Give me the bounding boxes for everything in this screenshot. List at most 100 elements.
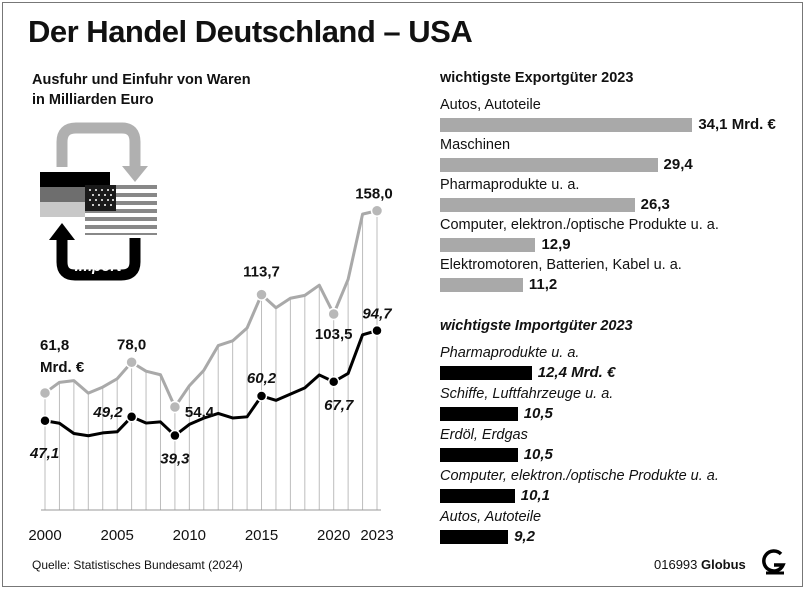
data-label-import-2015: 60,2 xyxy=(247,370,277,387)
export-bar-item: Maschinen 29,4 xyxy=(440,130,790,173)
import-arrow-label: Import xyxy=(75,258,123,275)
import-bar-label: Schiffe, Luftfahrzeuge u. a. xyxy=(440,386,614,402)
page-title: Der Handel Deutschland – USA xyxy=(28,14,473,49)
export-bar-label: Autos, Autoteile xyxy=(440,97,541,113)
import-bar xyxy=(440,366,532,380)
marker-import-2020 xyxy=(327,376,340,388)
export-bar xyxy=(440,198,635,212)
export-bar xyxy=(440,118,693,132)
data-label-import-2009: 39,3 xyxy=(160,451,190,468)
import-bar-value: 10,1 xyxy=(520,487,550,504)
data-label-export-2006: 78,0 xyxy=(117,336,146,353)
export-bar-row: 11,2 xyxy=(440,276,558,293)
subtitle-line-1: Ausfuhr und Einfuhr von Waren xyxy=(32,72,251,88)
marker-export-2009 xyxy=(168,400,182,414)
marker-import-2009 xyxy=(169,429,181,442)
import-bar-value: 12,4 Mrd. € xyxy=(537,364,616,381)
import-bar-item: Schiffe, Luftfahrzeuge u. a. 10,5 xyxy=(440,379,790,422)
marker-import-2006 xyxy=(125,411,138,423)
credit-id: 016993 xyxy=(654,557,698,572)
import-bar-label: Autos, Autoteile xyxy=(440,509,542,525)
import-bar-value: 10,5 xyxy=(523,446,553,463)
arrow-import-head xyxy=(49,223,75,240)
import-bar xyxy=(440,407,518,421)
data-label-import-2006: 49,2 xyxy=(92,404,123,421)
export-bar-value: 26,3 xyxy=(640,196,670,213)
import-bar-label: Pharmaprodukte u. a. xyxy=(440,345,580,361)
credit-brand: Globus xyxy=(701,557,746,572)
arrow-import-icon xyxy=(56,236,141,281)
import-bar-row: 9,2 xyxy=(440,528,535,545)
export-bar-row: 34,1 Mrd. € xyxy=(440,116,776,133)
export-bar-value: 12,9 xyxy=(541,236,571,253)
export-bar-row: 29,4 xyxy=(440,156,693,173)
import-goods-title: wichtigste Importgüter 2023 xyxy=(440,318,633,334)
subtitle-line-2: in Milliarden Euro xyxy=(32,92,154,108)
export-bar-item: Pharmaprodukte u. a. 26,3 xyxy=(440,170,790,213)
export-bar-item: Computer, elektron./optische Produkte u.… xyxy=(440,210,790,253)
export-bar-label: Pharmaprodukte u. a. xyxy=(440,177,580,193)
import-goods-panel: wichtigste Importgüter 2023 Pharmaproduk… xyxy=(440,318,790,545)
marker-export-2020 xyxy=(327,307,340,321)
export-bar-value: 29,4 xyxy=(663,156,693,173)
import-bar-item: Erdöl, Erdgas 10,5 xyxy=(440,420,790,463)
import-bar-item: Pharmaprodukte u. a. 12,4 Mrd. € xyxy=(440,338,790,381)
export-bar-label: Maschinen xyxy=(440,137,511,153)
import-bar-row: 10,5 xyxy=(440,405,553,422)
export-arrow-label: Export xyxy=(74,131,122,148)
export-goods-panel: wichtigste Exportgüter 2023 Autos, Autot… xyxy=(440,70,790,293)
import-bar-label: Erdöl, Erdgas xyxy=(440,427,528,443)
credit-line: 016993 Globus xyxy=(654,557,746,572)
import-bar xyxy=(440,489,515,503)
export-bar-row: 26,3 xyxy=(440,196,670,213)
import-bar xyxy=(440,530,509,544)
data-label-export-2015: 113,7 xyxy=(243,264,280,281)
data-label-export-2020: 103,5 xyxy=(315,326,353,343)
import-bar-row: 12,4 Mrd. € xyxy=(440,364,616,381)
import-bar-row: 10,1 xyxy=(440,487,550,504)
marker-import-2000 xyxy=(39,415,51,427)
x-tick-2005: 2005 xyxy=(100,527,133,544)
x-tick-2000: 2000 xyxy=(28,527,61,544)
import-bar-item: Computer, elektron./optische Produkte u.… xyxy=(440,461,790,504)
trade-flow-graphic: Export Import xyxy=(40,122,157,281)
globus-logo-icon xyxy=(762,549,786,575)
export-bar-value: 34,1 Mrd. € xyxy=(698,116,776,133)
source-note: Quelle: Statistisches Bundesamt (2024) xyxy=(32,558,243,572)
data-label-export-2000: 61,8 xyxy=(40,337,69,354)
usa-flag-icon xyxy=(85,185,157,235)
export-bar xyxy=(440,278,523,292)
x-tick-2010: 2010 xyxy=(173,527,206,544)
export-bar xyxy=(440,238,536,252)
marker-export-2006 xyxy=(125,356,138,369)
data-label-import-2020: 67,7 xyxy=(324,397,354,414)
export-bar-item: Elektromotoren, Batterien, Kabel u. a. 11… xyxy=(440,250,790,293)
export-goods-title: wichtigste Exportgüter 2023 xyxy=(440,70,634,86)
marker-import-2023 xyxy=(371,324,383,337)
data-label-import-2000: 47,1 xyxy=(29,445,59,462)
import-bar-value: 9,2 xyxy=(514,528,535,545)
marker-export-2015 xyxy=(255,288,268,301)
trade-line-chart: Export Import xyxy=(28,122,394,544)
arrow-export-icon xyxy=(56,122,141,170)
export-bar-value: 11,2 xyxy=(528,276,558,293)
data-label-export-2009: 54,4 xyxy=(185,404,215,421)
chart-subtitle: Ausfuhr und Einfuhr von Waren in Milliar… xyxy=(32,70,332,110)
marker-export-2000 xyxy=(38,386,52,400)
import-line xyxy=(44,329,378,438)
import-bar-row: 10,5 xyxy=(440,446,553,463)
marker-import-2015 xyxy=(255,390,268,402)
data-label-import-2023: 94,7 xyxy=(362,306,392,323)
import-bar xyxy=(440,448,518,462)
marker-export-2023 xyxy=(370,204,384,217)
export-bar-label: Elektromotoren, Batterien, Kabel u. a. xyxy=(440,257,682,273)
data-label-export-2023: 158,0 xyxy=(355,186,393,203)
export-line xyxy=(44,209,378,409)
export-bar-label: Computer, elektron./optische Produkte u.… xyxy=(440,217,719,233)
export-bar xyxy=(440,158,658,172)
import-bar-value: 10,5 xyxy=(523,405,553,422)
x-tick-2020: 2020 xyxy=(317,527,350,544)
x-tick-2015: 2015 xyxy=(245,527,278,544)
arrow-export-head xyxy=(122,166,148,182)
x-tick-2023: 2023 xyxy=(360,527,393,544)
